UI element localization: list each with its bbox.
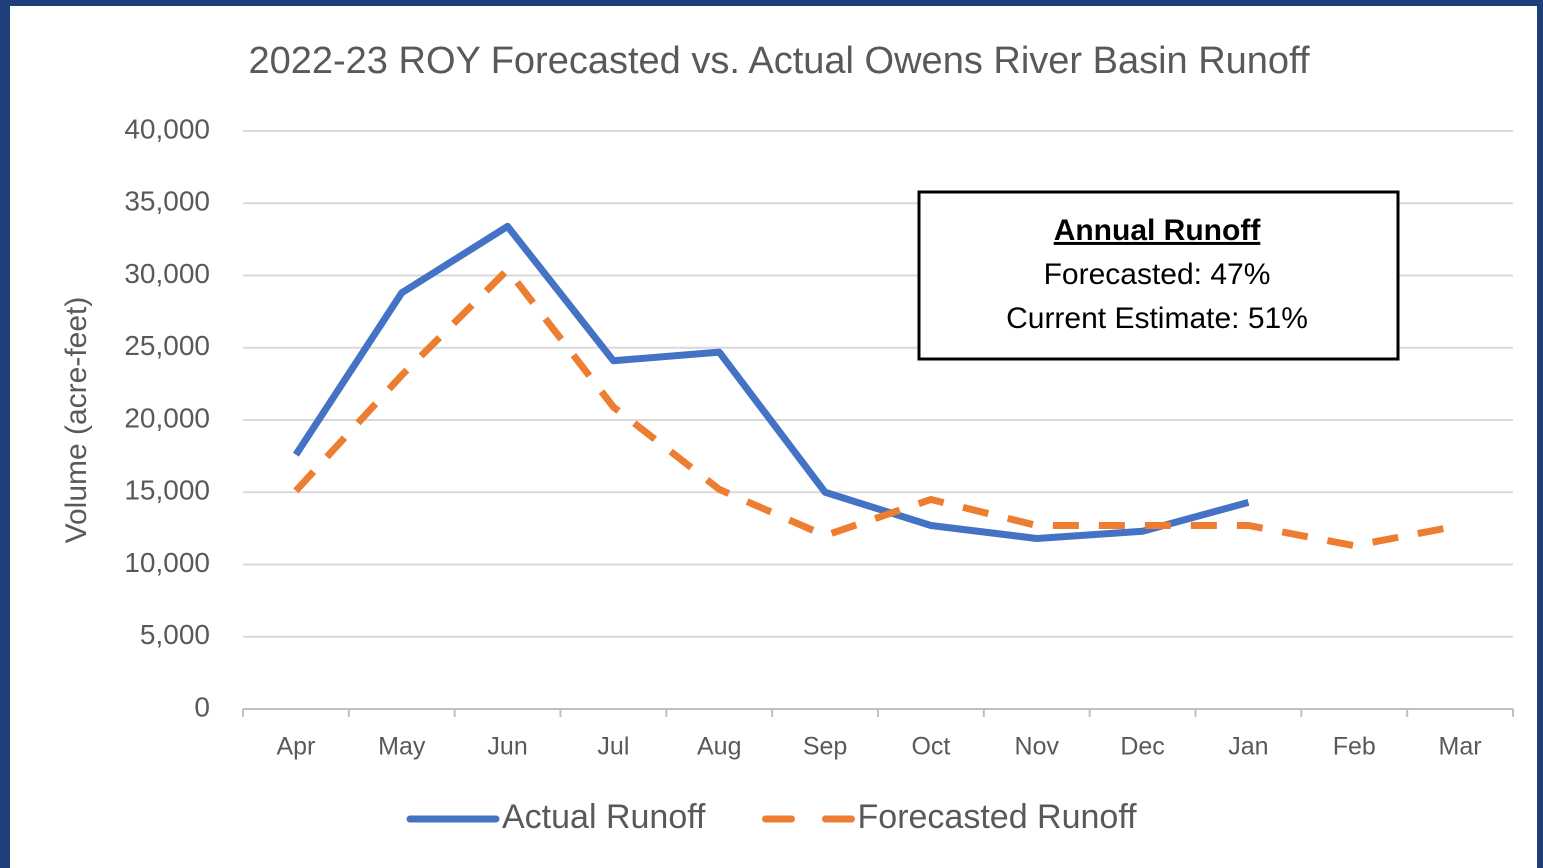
x-tick-label: Mar	[1439, 733, 1482, 761]
annotation-line: Current Estimate: 51%	[1006, 302, 1308, 335]
y-tick-label: 15,000	[124, 475, 210, 506]
x-tick-label: Jul	[597, 733, 629, 761]
x-tick-label: Jan	[1228, 733, 1268, 761]
series-line	[292, 222, 1250, 542]
annotation-title: Annual Runoff	[1054, 214, 1262, 247]
legend-label: Actual Runoff	[502, 798, 706, 836]
y-tick-label: 20,000	[124, 402, 210, 433]
y-tick-label: 10,000	[124, 547, 210, 578]
x-tick-label: Feb	[1333, 733, 1376, 761]
x-tick-label: Apr	[276, 733, 315, 761]
annotation-line: Forecasted: 47%	[1044, 258, 1271, 291]
series-line	[293, 266, 1461, 550]
chart-title: 2022-23 ROY Forecasted vs. Actual Owens …	[248, 40, 1309, 82]
x-tick-label: Jun	[487, 733, 527, 761]
x-tick-label: Aug	[697, 733, 741, 761]
x-tick-label: May	[378, 733, 426, 761]
x-tick-label: Nov	[1015, 733, 1060, 761]
x-tick-label: Dec	[1120, 733, 1164, 761]
y-tick-label: 0	[194, 691, 210, 722]
y-axis-label: Volume (acre-feet)	[60, 297, 93, 544]
annotation-box	[917, 190, 1400, 361]
y-tick-label: 40,000	[124, 113, 210, 144]
y-tick-label: 5,000	[140, 619, 210, 650]
y-tick-label: 25,000	[124, 330, 210, 361]
x-tick-label: Oct	[911, 733, 950, 761]
chart-background	[10, 6, 1537, 868]
y-tick-label: 35,000	[124, 186, 210, 217]
y-tick-label: 30,000	[124, 258, 210, 289]
legend-label: Forecasted Runoff	[858, 798, 1138, 836]
x-tick-label: Sep	[803, 733, 847, 761]
